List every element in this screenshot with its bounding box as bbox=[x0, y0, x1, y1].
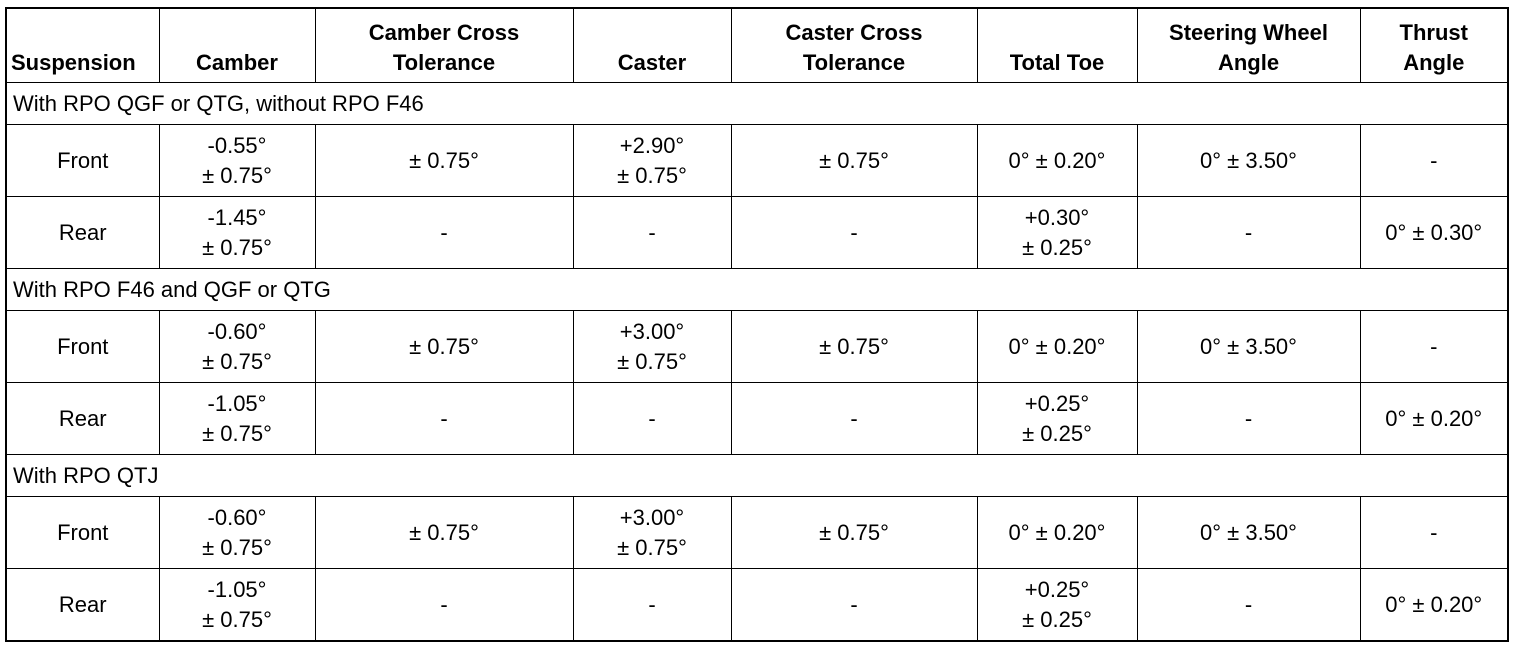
cell: 0° ± 0.20° bbox=[976, 124, 1138, 197]
section-title: With RPO F46 and QGF or QTG bbox=[5, 268, 1509, 311]
cell: - bbox=[572, 196, 732, 269]
row-label: Rear bbox=[5, 568, 160, 642]
cell: 0° ± 0.30° bbox=[1359, 196, 1509, 269]
cell: -1.05° ± 0.75° bbox=[158, 382, 316, 455]
cell: - bbox=[314, 382, 574, 455]
section-row: With RPO QTJ bbox=[5, 454, 1509, 497]
cell: 0° ± 0.20° bbox=[976, 496, 1138, 569]
section-row: With RPO F46 and QGF or QTG bbox=[5, 268, 1509, 311]
row-label: Rear bbox=[5, 382, 160, 455]
column-header: Thrust Angle bbox=[1359, 7, 1509, 83]
cell: -1.45° ± 0.75° bbox=[158, 196, 316, 269]
row-label: Front bbox=[5, 496, 160, 569]
cell: +2.90° ± 0.75° bbox=[572, 124, 732, 197]
cell: ± 0.75° bbox=[314, 124, 574, 197]
cell: +0.25° ± 0.25° bbox=[976, 568, 1138, 642]
cell: - bbox=[1359, 496, 1509, 569]
cell: +3.00° ± 0.75° bbox=[572, 310, 732, 383]
column-header: Camber bbox=[158, 7, 316, 83]
cell: - bbox=[1359, 310, 1509, 383]
data-row: Rear -1.05° ± 0.75° - - - +0.25° ± 0.25° -0° ±… bbox=[5, 382, 1509, 455]
cell: +0.25° ± 0.25° bbox=[976, 382, 1138, 455]
cell: 0° ± 0.20° bbox=[1359, 382, 1509, 455]
cell: - bbox=[730, 568, 978, 642]
cell: 0° ± 3.50° bbox=[1136, 496, 1361, 569]
alignment-table: Suspension Camber Camber Cross Tolerance Ca… bbox=[5, 7, 1509, 642]
row-label: Rear bbox=[5, 196, 160, 269]
data-row: Rear -1.45° ± 0.75° - - - +0.30° ± 0.25° -0° ±… bbox=[5, 196, 1509, 269]
cell: -0.60° ± 0.75° bbox=[158, 496, 316, 569]
data-row: Front -0.60° ± 0.75° ± 0.75° +3.00° ± 0.75°… bbox=[5, 310, 1509, 383]
row-label: Front bbox=[5, 124, 160, 197]
section-row: With RPO QGF or QTG, without RPO F46 bbox=[5, 82, 1509, 125]
cell: ± 0.75° bbox=[730, 496, 978, 569]
cell: ± 0.75° bbox=[730, 124, 978, 197]
row-label: Front bbox=[5, 310, 160, 383]
column-header: Camber Cross Tolerance bbox=[314, 7, 574, 83]
cell: -0.55° ± 0.75° bbox=[158, 124, 316, 197]
table-body: With RPO QGF or QTG, without RPO F46 Fron… bbox=[5, 82, 1509, 642]
cell: - bbox=[1136, 382, 1361, 455]
cell: - bbox=[1359, 124, 1509, 197]
cell: - bbox=[1136, 196, 1361, 269]
cell: -1.05° ± 0.75° bbox=[158, 568, 316, 642]
cell: - bbox=[572, 568, 732, 642]
cell: ± 0.75° bbox=[314, 496, 574, 569]
cell: 0° ± 3.50° bbox=[1136, 124, 1361, 197]
cell: ± 0.75° bbox=[730, 310, 978, 383]
column-header: Steering Wheel Angle bbox=[1136, 7, 1361, 83]
cell: 0° ± 3.50° bbox=[1136, 310, 1361, 383]
section-title: With RPO QTJ bbox=[5, 454, 1509, 497]
column-header: Caster bbox=[572, 7, 732, 83]
cell: -0.60° ± 0.75° bbox=[158, 310, 316, 383]
cell: +0.30° ± 0.25° bbox=[976, 196, 1138, 269]
cell: - bbox=[1136, 568, 1361, 642]
cell: ± 0.75° bbox=[314, 310, 574, 383]
cell: - bbox=[730, 196, 978, 269]
data-row: Front -0.60° ± 0.75° ± 0.75° +3.00° ± 0.75°… bbox=[5, 496, 1509, 569]
cell: 0° ± 0.20° bbox=[976, 310, 1138, 383]
column-header: Suspension bbox=[5, 7, 160, 83]
column-header: Caster Cross Tolerance bbox=[730, 7, 978, 83]
cell: - bbox=[314, 568, 574, 642]
cell: - bbox=[572, 382, 732, 455]
column-header: Total Toe bbox=[976, 7, 1138, 83]
cell: 0° ± 0.20° bbox=[1359, 568, 1509, 642]
cell: - bbox=[314, 196, 574, 269]
data-row: Rear -1.05° ± 0.75° - - - +0.25° ± 0.25° -0° ±… bbox=[5, 568, 1509, 642]
header-row: Suspension Camber Camber Cross Tolerance Ca… bbox=[5, 7, 1509, 83]
data-row: Front -0.55° ± 0.75° ± 0.75° +2.90° ± 0.75°… bbox=[5, 124, 1509, 197]
cell: +3.00° ± 0.75° bbox=[572, 496, 732, 569]
section-title: With RPO QGF or QTG, without RPO F46 bbox=[5, 82, 1509, 125]
cell: - bbox=[730, 382, 978, 455]
